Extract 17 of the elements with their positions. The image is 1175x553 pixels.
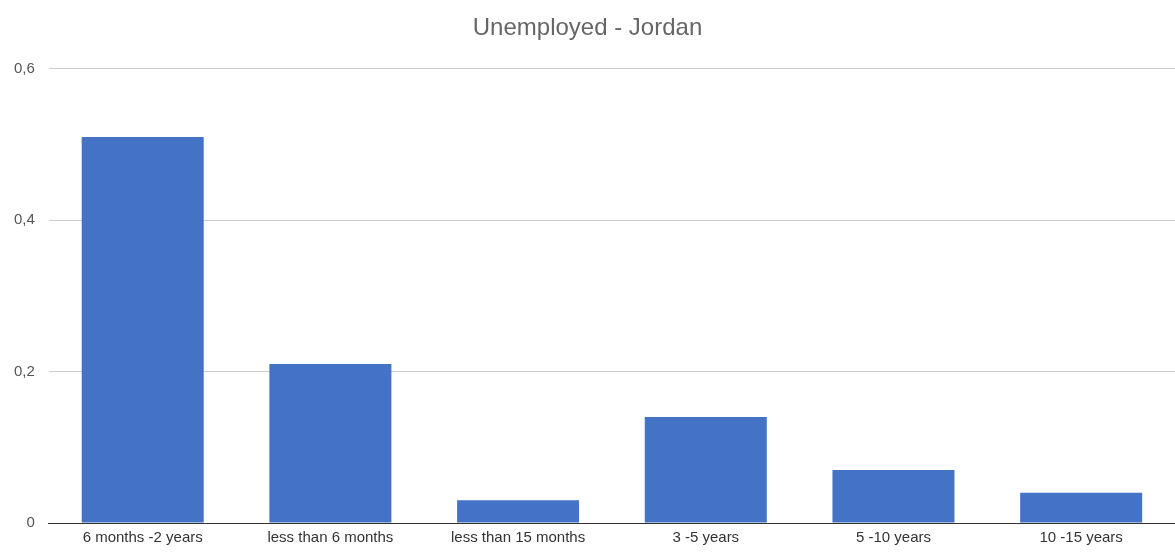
bar [457, 500, 580, 523]
y-tick-label: 0,2 [13, 361, 35, 379]
bar [832, 470, 955, 523]
bar [1020, 492, 1143, 523]
y-tick-label: 0 [26, 513, 35, 531]
chart-title: Unemployed - Jordan [472, 13, 703, 41]
x-tick-label: 10 -15 years [1039, 528, 1123, 546]
y-tick-label: 0,4 [13, 210, 35, 228]
x-tick-label: less than 6 months [267, 528, 394, 546]
bar [644, 417, 767, 523]
x-tick-label: 6 months -2 years [82, 528, 203, 546]
x-tick-label: 5 -10 years [855, 528, 931, 546]
bar [269, 364, 392, 523]
bar [81, 136, 204, 523]
y-tick-label: 0,6 [13, 58, 35, 76]
x-tick-label: less than 15 months [450, 528, 586, 546]
x-tick-label: 3 -5 years [672, 528, 740, 546]
